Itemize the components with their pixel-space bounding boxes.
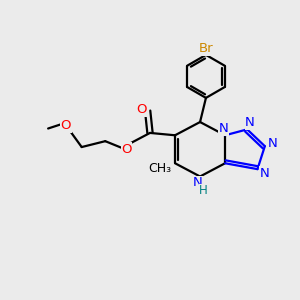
Text: O: O: [136, 103, 146, 116]
Text: N: N: [260, 167, 270, 180]
Text: H: H: [199, 184, 208, 197]
Text: Br: Br: [199, 42, 214, 55]
Text: N: N: [219, 122, 229, 135]
Text: N: N: [193, 176, 202, 190]
Text: N: N: [268, 137, 278, 150]
Text: O: O: [61, 119, 71, 132]
Text: O: O: [121, 143, 132, 156]
Text: N: N: [245, 116, 255, 129]
Text: CH₃: CH₃: [149, 162, 172, 175]
